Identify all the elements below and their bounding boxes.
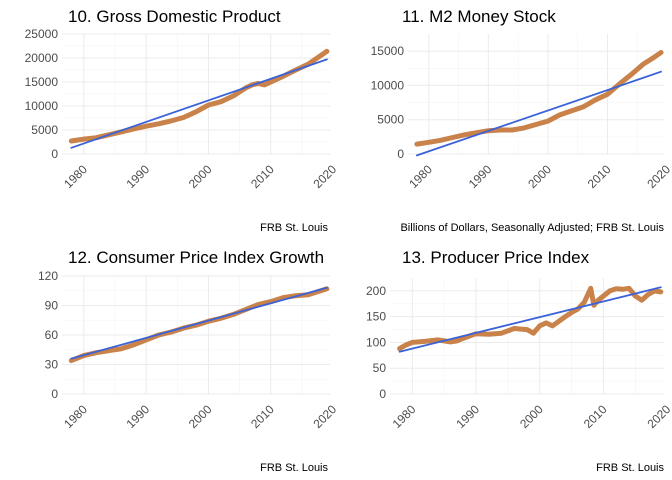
chart-panel-m2-money-stock: 11. M2 Money Stock Billions of Dollars, … xyxy=(371,7,672,234)
chart-title: 13. Producer Price Index xyxy=(402,248,590,267)
y-tick-label: 5000 xyxy=(377,113,404,127)
trend-line xyxy=(415,70,662,157)
y-tick-label: 0 xyxy=(379,387,386,401)
x-tick-label: 2010 xyxy=(585,162,614,191)
chart-caption: Billions of Dollars, Seasonally Adjusted… xyxy=(400,222,664,234)
y-tick-label: 20000 xyxy=(25,51,59,65)
x-tick-label: 1990 xyxy=(453,402,482,431)
gridlines xyxy=(408,34,664,155)
y-tick-label: 150 xyxy=(366,310,386,324)
x-tick-label: 1990 xyxy=(466,162,495,191)
chart-caption: FRB St. Louis xyxy=(260,222,328,234)
chart-title: 11. M2 Money Stock xyxy=(402,7,556,26)
trend-line xyxy=(70,286,328,360)
chart-title: 12. Consumer Price Index Growth xyxy=(68,248,324,267)
y-tick-label: 10000 xyxy=(25,99,59,113)
x-tick-label: 1980 xyxy=(390,402,419,431)
y-tick-label: 50 xyxy=(373,361,387,375)
gridlines xyxy=(62,33,330,155)
x-tick-label: 2000 xyxy=(525,162,554,191)
chart-caption: FRB St. Louis xyxy=(596,462,664,474)
y-tick-label: 200 xyxy=(366,284,386,298)
x-tick-label: 2000 xyxy=(186,402,215,431)
actual-series-line xyxy=(68,48,330,144)
y-tick-label: 0 xyxy=(51,387,58,401)
x-tick-label: 2000 xyxy=(517,402,546,431)
gridlines xyxy=(62,275,330,395)
gridlines xyxy=(390,278,664,395)
y-tick-label: 0 xyxy=(397,147,404,161)
x-tick-label: 1980 xyxy=(61,402,90,431)
x-tick-label: 2010 xyxy=(248,402,277,431)
chart-title: 10. Gross Domestic Product xyxy=(68,7,281,26)
y-tick-label: 5000 xyxy=(31,123,58,137)
x-tick-label: 2020 xyxy=(644,162,672,191)
actual-series-line xyxy=(397,285,664,352)
y-tick-label: 120 xyxy=(38,269,58,283)
y-tick-label: 10000 xyxy=(371,78,405,92)
x-tick-label: 2010 xyxy=(248,162,277,191)
y-tick-label: 100 xyxy=(366,335,386,349)
x-tick-label: 1990 xyxy=(123,402,152,431)
actual-series-line xyxy=(414,50,664,147)
x-tick-label: 1990 xyxy=(123,162,152,191)
y-tick-label: 0 xyxy=(51,147,58,161)
x-tick-label: 1980 xyxy=(406,162,435,191)
chart-panel-ppi: 13. Producer Price Index FRB St. Louis 0… xyxy=(366,248,672,474)
y-tick-label: 15000 xyxy=(371,44,405,58)
x-tick-label: 1980 xyxy=(61,162,90,191)
chart-panel-cpi-growth: 12. Consumer Price Index Growth FRB St. … xyxy=(38,248,339,474)
trend-line xyxy=(70,58,328,149)
trend-line xyxy=(398,286,662,353)
y-tick-label: 90 xyxy=(45,299,59,313)
x-tick-label: 2020 xyxy=(310,162,339,191)
x-tick-label: 2020 xyxy=(645,402,672,431)
y-tick-label: 25000 xyxy=(25,27,59,41)
chart-panel-gdp: 10. Gross Domestic Product FRB St. Louis… xyxy=(25,7,340,234)
x-tick-label: 2000 xyxy=(186,162,215,191)
x-tick-label: 2010 xyxy=(581,402,610,431)
y-tick-label: 30 xyxy=(45,358,59,372)
y-tick-label: 60 xyxy=(45,328,59,342)
y-tick-label: 15000 xyxy=(25,75,59,89)
x-tick-label: 2020 xyxy=(310,402,339,431)
chart-caption: FRB St. Louis xyxy=(260,462,328,474)
